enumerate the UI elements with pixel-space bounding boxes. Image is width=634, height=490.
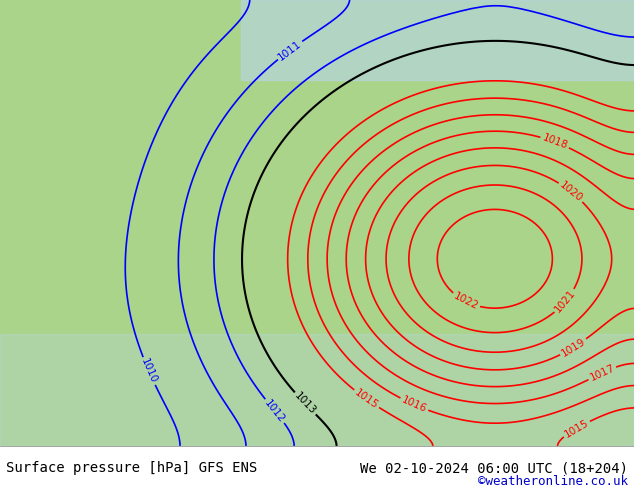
Text: 1022: 1022 [452, 291, 480, 312]
Polygon shape [241, 0, 634, 80]
Text: 1018: 1018 [541, 133, 569, 151]
Text: 1011: 1011 [276, 38, 304, 62]
Text: 1021: 1021 [553, 288, 578, 315]
Text: We 02-10-2024 06:00 UTC (18+204): We 02-10-2024 06:00 UTC (18+204) [359, 462, 628, 475]
Text: 1019: 1019 [560, 336, 587, 359]
Text: 1015: 1015 [353, 387, 380, 411]
Text: 1017: 1017 [588, 363, 616, 383]
Text: Surface pressure [hPa] GFS ENS: Surface pressure [hPa] GFS ENS [6, 462, 257, 475]
Polygon shape [0, 334, 634, 446]
Text: 1016: 1016 [400, 394, 428, 415]
Text: 1010: 1010 [139, 357, 158, 385]
Text: 1020: 1020 [558, 180, 585, 204]
Text: 1013: 1013 [292, 391, 318, 416]
Text: 1012: 1012 [262, 397, 287, 424]
Text: ©weatheronline.co.uk: ©weatheronline.co.uk [477, 475, 628, 488]
Text: 1015: 1015 [562, 417, 590, 440]
